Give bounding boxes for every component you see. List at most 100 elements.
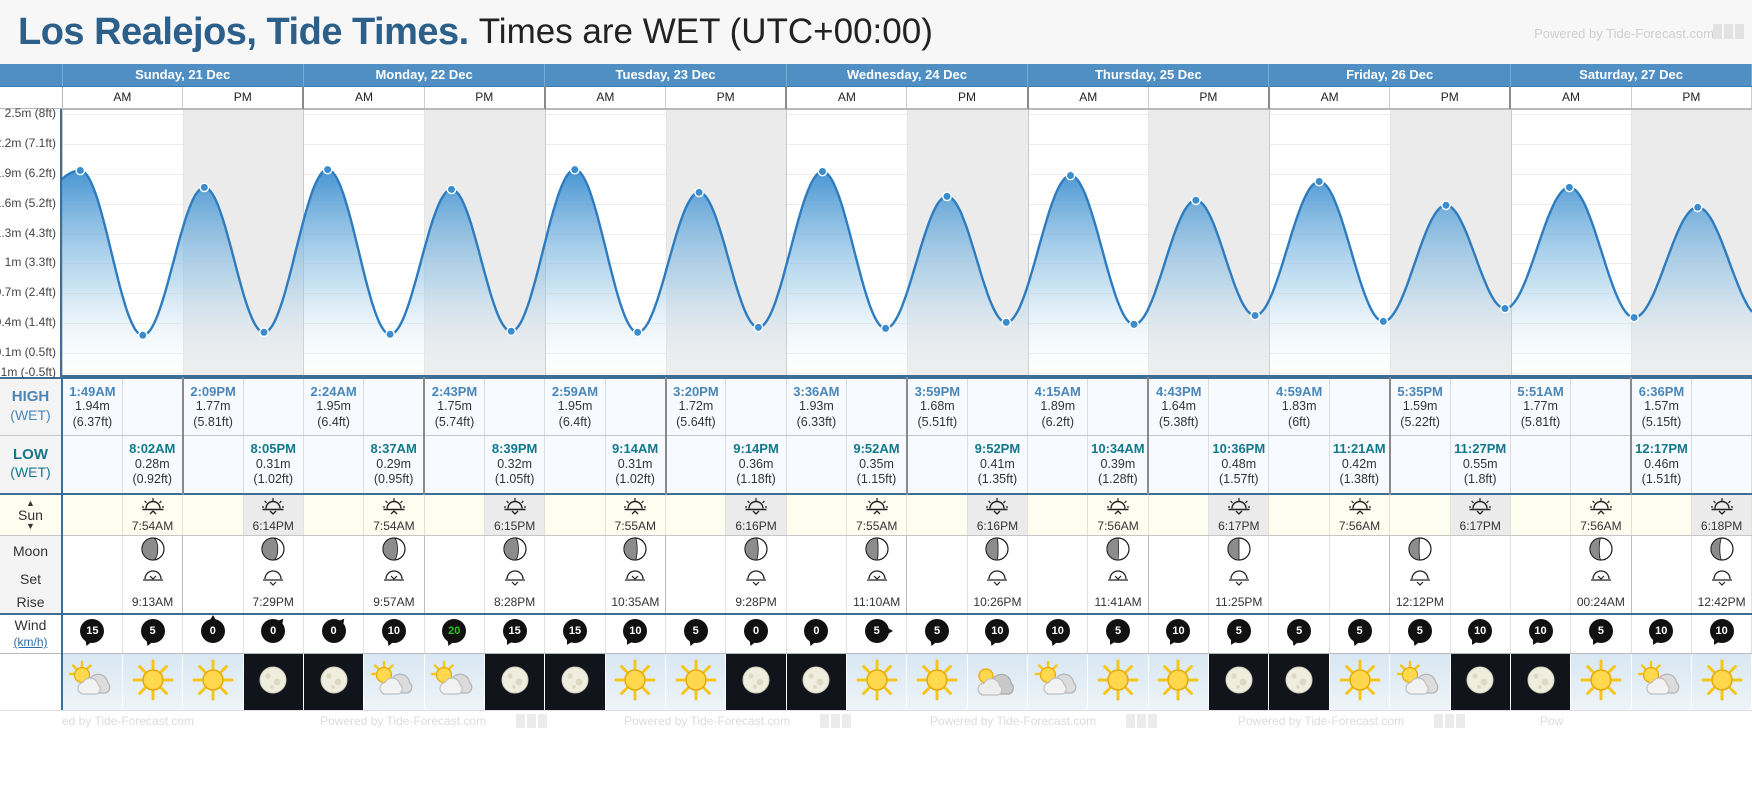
weather-cell[interactable] bbox=[1450, 653, 1511, 710]
flag-icon[interactable] bbox=[831, 714, 840, 728]
wind-cell[interactable]: 10 bbox=[1027, 613, 1089, 654]
sun-cell[interactable]: 6:14PM bbox=[243, 493, 304, 536]
moon-event-cell[interactable] bbox=[1208, 565, 1270, 592]
flag-icon[interactable] bbox=[1434, 714, 1443, 728]
moon-phase-cell[interactable] bbox=[243, 535, 304, 566]
wind-cell[interactable]: 0 bbox=[182, 613, 244, 654]
footer-flag-icons[interactable] bbox=[516, 714, 547, 728]
wind-cell[interactable]: 0 bbox=[786, 613, 848, 654]
high-tide-cell[interactable]: 5:51AM 1.77m (5.81ft) bbox=[1510, 377, 1572, 436]
wind-cell[interactable]: 10 bbox=[1148, 613, 1210, 654]
weather-cell[interactable] bbox=[1148, 653, 1210, 710]
weather-cell[interactable] bbox=[243, 653, 304, 710]
wind-cell[interactable]: 10 bbox=[363, 613, 425, 654]
weather-cell[interactable] bbox=[1631, 653, 1692, 710]
sun-cell[interactable]: 7:55AM bbox=[605, 493, 667, 536]
sun-cell[interactable]: 6:17PM bbox=[1450, 493, 1511, 536]
moon-phase-cell[interactable] bbox=[1208, 535, 1270, 566]
flag-icon[interactable] bbox=[842, 714, 851, 728]
sun-cell[interactable]: 6:15PM bbox=[484, 493, 546, 536]
wind-cell[interactable]: 15 bbox=[484, 613, 546, 654]
moon-event-cell[interactable] bbox=[1570, 565, 1632, 592]
weather-cell[interactable] bbox=[967, 653, 1029, 710]
wind-cell[interactable]: 5 bbox=[1208, 613, 1270, 654]
high-tide-cell[interactable]: 2:43PM 1.75m (5.74ft) bbox=[424, 377, 485, 436]
moon-phase-cell[interactable] bbox=[484, 535, 546, 566]
moon-event-cell[interactable] bbox=[725, 565, 787, 592]
footer-flag-icons[interactable] bbox=[820, 714, 851, 728]
weather-cell[interactable] bbox=[906, 653, 968, 710]
header-flag-icons[interactable] bbox=[1713, 24, 1744, 39]
weather-cell[interactable] bbox=[786, 653, 848, 710]
sun-cell[interactable]: 7:56AM bbox=[1087, 493, 1149, 536]
sun-cell[interactable]: 7:54AM bbox=[363, 493, 425, 536]
wind-cell[interactable]: 5 bbox=[1087, 613, 1149, 654]
wind-cell[interactable]: 5 bbox=[1268, 613, 1330, 654]
weather-cell[interactable] bbox=[1208, 653, 1270, 710]
moon-phase-cell[interactable] bbox=[605, 535, 667, 566]
footer-flag-icons[interactable] bbox=[1126, 714, 1157, 728]
weather-cell[interactable] bbox=[1087, 653, 1149, 710]
wind-cell[interactable]: 0 bbox=[725, 613, 787, 654]
moon-event-cell[interactable] bbox=[1389, 565, 1451, 592]
low-tide-cell[interactable]: 9:14AM 0.31m (1.02ft) bbox=[605, 435, 667, 494]
high-tide-cell[interactable]: 3:20PM 1.72m (5.64ft) bbox=[665, 377, 727, 436]
weather-cell[interactable] bbox=[544, 653, 606, 710]
footer-flag-icons[interactable] bbox=[1434, 714, 1465, 728]
low-tide-cell[interactable]: 11:21AM 0.42m (1.38ft) bbox=[1329, 435, 1391, 494]
moon-time-cell[interactable]: 7:29PM bbox=[243, 591, 304, 614]
tide-chart[interactable] bbox=[62, 108, 1752, 377]
wind-cell[interactable]: 5 bbox=[1329, 613, 1391, 654]
high-tide-cell[interactable]: 2:09PM 1.77m (5.81ft) bbox=[182, 377, 244, 436]
high-tide-cell[interactable]: 4:15AM 1.89m (6.2ft) bbox=[1027, 377, 1089, 436]
high-tide-cell[interactable]: 6:36PM 1.57m (5.15ft) bbox=[1631, 377, 1692, 436]
moon-event-cell[interactable] bbox=[363, 565, 425, 592]
moon-phase-cell[interactable] bbox=[725, 535, 787, 566]
flag-icon[interactable] bbox=[1456, 714, 1465, 728]
low-tide-cell[interactable]: 8:37AM 0.29m (0.95ft) bbox=[363, 435, 426, 494]
moon-phase-cell[interactable] bbox=[846, 535, 908, 566]
flag-icon[interactable] bbox=[1735, 24, 1744, 39]
wind-cell[interactable]: 5 bbox=[122, 613, 184, 654]
wind-cell[interactable]: 15 bbox=[544, 613, 606, 654]
weather-cell[interactable] bbox=[122, 653, 184, 710]
moon-event-cell[interactable] bbox=[1087, 565, 1149, 592]
moon-time-cell[interactable]: 10:35AM bbox=[605, 591, 667, 614]
high-tide-cell[interactable]: 4:59AM 1.83m (6ft) bbox=[1268, 377, 1330, 436]
wind-cell[interactable]: 10 bbox=[1631, 613, 1692, 654]
flag-icon[interactable] bbox=[1148, 714, 1157, 728]
moon-phase-cell[interactable] bbox=[1691, 535, 1752, 566]
moon-time-cell[interactable]: 00:24AM bbox=[1570, 591, 1632, 614]
wind-unit[interactable]: (km/h) bbox=[13, 635, 48, 650]
weather-cell[interactable] bbox=[424, 653, 485, 710]
weather-cell[interactable] bbox=[1027, 653, 1089, 710]
wind-cell[interactable]: 5 bbox=[846, 613, 908, 654]
sun-cell[interactable]: 7:54AM bbox=[122, 493, 184, 536]
high-tide-cell[interactable]: 1:49AM 1.94m (6.37ft) bbox=[62, 377, 123, 436]
moon-time-cell[interactable]: 9:13AM bbox=[122, 591, 184, 614]
high-tide-cell[interactable]: 3:59PM 1.68m (5.51ft) bbox=[906, 377, 968, 436]
sun-cell[interactable]: 6:16PM bbox=[967, 493, 1029, 536]
weather-cell[interactable] bbox=[605, 653, 667, 710]
low-tide-cell[interactable]: 8:39PM 0.32m (1.05ft) bbox=[484, 435, 546, 494]
weather-cell[interactable] bbox=[1570, 653, 1632, 710]
moon-phase-cell[interactable] bbox=[1389, 535, 1451, 566]
sun-cell[interactable]: 6:16PM bbox=[725, 493, 787, 536]
sun-cell[interactable]: 7:55AM bbox=[846, 493, 908, 536]
sun-cell[interactable]: 6:18PM bbox=[1691, 493, 1752, 536]
flag-icon[interactable] bbox=[1126, 714, 1135, 728]
wind-cell[interactable]: 10 bbox=[1691, 613, 1752, 654]
moon-event-cell[interactable] bbox=[967, 565, 1029, 592]
wind-cell[interactable]: 5 bbox=[1389, 613, 1451, 654]
weather-cell[interactable] bbox=[363, 653, 425, 710]
wind-cell[interactable]: 5 bbox=[906, 613, 968, 654]
moon-phase-cell[interactable] bbox=[1570, 535, 1632, 566]
low-tide-cell[interactable]: 9:52AM 0.35m (1.15ft) bbox=[846, 435, 908, 494]
moon-phase-cell[interactable] bbox=[363, 535, 425, 566]
moon-event-cell[interactable] bbox=[243, 565, 304, 592]
low-tide-cell[interactable]: 9:14PM 0.36m (1.18ft) bbox=[725, 435, 787, 494]
low-tide-cell[interactable]: 8:02AM 0.28m (0.92ft) bbox=[122, 435, 184, 494]
wind-cell[interactable]: 20 bbox=[424, 613, 485, 654]
moon-event-cell[interactable] bbox=[846, 565, 908, 592]
high-tide-cell[interactable]: 3:36AM 1.93m (6.33ft) bbox=[786, 377, 848, 436]
